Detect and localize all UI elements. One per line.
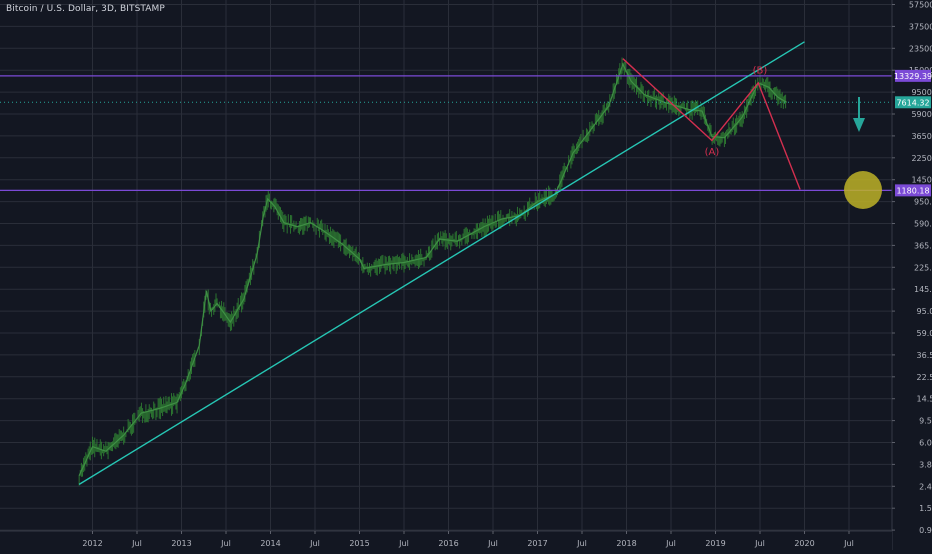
arrow-down-icon bbox=[853, 118, 865, 132]
x-tick-label: 2020 bbox=[794, 539, 814, 548]
price-line bbox=[78, 62, 787, 476]
x-tick-label: 2014 bbox=[260, 539, 280, 548]
target-ellipse bbox=[844, 171, 882, 209]
annotations: (A) (B) bbox=[78, 41, 882, 485]
x-axis-background bbox=[0, 531, 892, 550]
x-tick-label: 2015 bbox=[349, 539, 369, 548]
trendline bbox=[78, 41, 805, 485]
x-tick-label: Jul bbox=[754, 539, 765, 548]
x-tick-label: 2017 bbox=[527, 539, 547, 548]
y-tick-label: 0.95 bbox=[919, 526, 932, 535]
y-tick-label: 9500.00 bbox=[911, 88, 932, 97]
level-badge bbox=[895, 184, 931, 197]
last-price-badge-label: 7614.32 bbox=[896, 98, 929, 107]
y-axis-background bbox=[892, 0, 932, 550]
y-tick-label: 1450.00 bbox=[911, 176, 932, 185]
y-tick-label: 59.00 bbox=[917, 329, 932, 338]
last-price-badge bbox=[895, 96, 931, 109]
level-badge-label: 13329.39 bbox=[894, 72, 932, 81]
y-tick-label: 3650.00 bbox=[911, 132, 932, 141]
y-tick-label: 3.80 bbox=[919, 460, 932, 469]
y-axis: 57500.0037500.0023500.0015000.009500.005… bbox=[891, 0, 932, 550]
y-tick-label: 590.00 bbox=[914, 220, 932, 229]
x-tick-label: 2012 bbox=[82, 539, 102, 548]
x-tick-label: Jul bbox=[131, 539, 142, 548]
y-tick-label: 5900.00 bbox=[911, 110, 932, 119]
price-series bbox=[78, 57, 787, 486]
x-tick-label: Jul bbox=[665, 539, 676, 548]
y-tick-label: 95.00 bbox=[917, 307, 932, 316]
y-tick-label: 2250.00 bbox=[911, 154, 932, 163]
y-tick-label: 365.00 bbox=[914, 241, 932, 250]
y-tick-label: 37500.00 bbox=[909, 22, 932, 31]
y-tick-label: 14.50 bbox=[917, 395, 932, 404]
y-tick-label: 225.00 bbox=[914, 263, 932, 272]
x-tick-label: Jul bbox=[309, 539, 320, 548]
x-tick-label: Jul bbox=[843, 539, 854, 548]
x-axis: 2012 Jul 2013 Jul 2014 Jul 2015 Jul 2016 Jul 2017 J… bbox=[0, 530, 892, 550]
y-tick-label: 6.00 bbox=[919, 439, 932, 448]
wave-label: (B) bbox=[753, 66, 768, 77]
y-tick-label: 36.50 bbox=[917, 351, 932, 360]
x-tick-label: Jul bbox=[487, 539, 498, 548]
x-tick-label: Jul bbox=[220, 539, 231, 548]
y-tick-label: 2.40 bbox=[919, 482, 932, 491]
y-tick-label: 57500.00 bbox=[909, 1, 932, 10]
wave-path bbox=[622, 58, 801, 190]
x-tick-label: Jul bbox=[576, 539, 587, 548]
y-tick-label: 950.00 bbox=[914, 198, 932, 207]
y-tick-label: 1.50 bbox=[919, 504, 932, 513]
x-tick-label: 2019 bbox=[705, 539, 725, 548]
y-tick-label: 145.00 bbox=[914, 285, 932, 294]
x-tick-label: 2016 bbox=[438, 539, 458, 548]
y-tick-label: 9.50 bbox=[919, 417, 932, 426]
y-tick-label: 23500.00 bbox=[909, 44, 932, 53]
wave-label: (A) bbox=[705, 147, 720, 158]
level-badge-label: 1180.18 bbox=[896, 186, 929, 195]
level-badge bbox=[895, 69, 931, 82]
x-tick-label: 2013 bbox=[171, 539, 191, 548]
y-tick-label: 22.50 bbox=[917, 373, 932, 382]
x-tick-label: 2018 bbox=[616, 539, 636, 548]
chart-title: Bitcoin / U.S. Dollar, 3D, BITSTAMP bbox=[6, 4, 165, 14]
horizontal-levels bbox=[0, 75, 892, 191]
x-tick-label: Jul bbox=[398, 539, 409, 548]
